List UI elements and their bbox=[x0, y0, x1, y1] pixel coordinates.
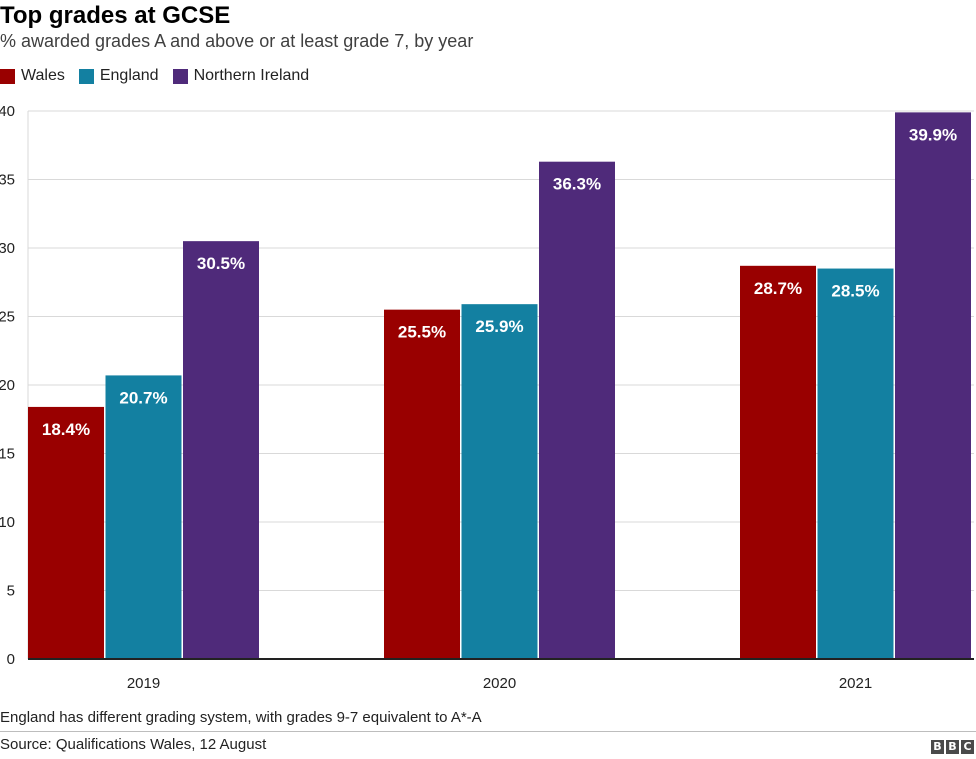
legend-label-wales: Wales bbox=[21, 67, 65, 84]
x-tick-label: 2021 bbox=[839, 675, 872, 692]
source-text: Source: Qualifications Wales, 12 August bbox=[0, 736, 267, 753]
footer-divider bbox=[0, 731, 976, 732]
legend-swatch-northern-ireland bbox=[172, 68, 188, 84]
bar-england-2021 bbox=[817, 268, 894, 659]
data-label: 36.3% bbox=[553, 175, 601, 194]
bar-northern-ireland-2019 bbox=[183, 241, 259, 659]
bbc-logo-letter: B bbox=[946, 740, 959, 754]
bars bbox=[28, 112, 971, 660]
bar-england-2020 bbox=[461, 304, 538, 659]
footnote: England has different grading system, wi… bbox=[0, 709, 482, 726]
bar-northern-ireland-2021 bbox=[895, 112, 971, 660]
y-tick-label: 30 bbox=[0, 240, 15, 257]
bar-wales-2021 bbox=[740, 265, 816, 659]
y-tick-label: 10 bbox=[0, 514, 15, 531]
chart-title: Top grades at GCSE bbox=[0, 2, 231, 29]
y-tick-label: 5 bbox=[7, 583, 15, 600]
data-label: 25.5% bbox=[398, 323, 446, 342]
data-label: 39.9% bbox=[909, 125, 957, 144]
bbc-logo-letter: B bbox=[931, 740, 944, 754]
bbc-logo-letter: C bbox=[961, 740, 974, 754]
chart-subtitle: % awarded grades A and above or at least… bbox=[0, 31, 474, 51]
y-tick-label: 25 bbox=[0, 309, 15, 326]
legend-item-england: England bbox=[78, 67, 159, 85]
data-label: 28.5% bbox=[831, 282, 879, 301]
y-axis-ticks: 0 5 10 15 20 25 30 35 40 bbox=[0, 103, 15, 668]
bar-northern-ireland-2020 bbox=[539, 161, 615, 659]
bar-chart: 0 5 10 15 20 25 30 35 40 18.4% 20.7% 30.5% 25.5% 25.… bbox=[0, 103, 974, 692]
y-tick-label: 35 bbox=[0, 172, 15, 189]
legend-item-wales: Wales bbox=[0, 67, 65, 85]
legend-swatch-england bbox=[78, 68, 94, 84]
data-label: 25.9% bbox=[475, 317, 523, 336]
y-tick-label: 40 bbox=[0, 103, 15, 120]
bar-wales-2019 bbox=[28, 406, 104, 659]
legend-item-northern-ireland: Northern Ireland bbox=[172, 67, 310, 85]
legend-swatch-wales bbox=[0, 68, 15, 84]
bar-england-2019 bbox=[105, 375, 182, 659]
y-tick-label: 15 bbox=[0, 446, 15, 463]
data-labels: 18.4% 20.7% 30.5% 25.5% 25.9% 36.3% 28.7% 28.5%… bbox=[42, 125, 957, 439]
legend-label-northern-ireland: Northern Ireland bbox=[193, 67, 310, 84]
y-tick-label: 0 bbox=[7, 651, 15, 668]
x-tick-label: 2019 bbox=[127, 675, 160, 692]
data-label: 28.7% bbox=[754, 279, 802, 298]
data-label: 30.5% bbox=[197, 254, 245, 273]
bbc-logo: B B C bbox=[929, 740, 974, 754]
bar-wales-2020 bbox=[384, 309, 460, 659]
legend: Wales England Northern Ireland bbox=[0, 67, 323, 85]
legend-label-england: England bbox=[99, 67, 159, 84]
y-tick-label: 20 bbox=[0, 377, 15, 394]
data-label: 20.7% bbox=[119, 388, 167, 407]
x-tick-label: 2020 bbox=[483, 675, 516, 692]
data-label: 18.4% bbox=[42, 420, 90, 439]
x-axis-ticks: 2019 2020 2021 bbox=[28, 658, 974, 692]
